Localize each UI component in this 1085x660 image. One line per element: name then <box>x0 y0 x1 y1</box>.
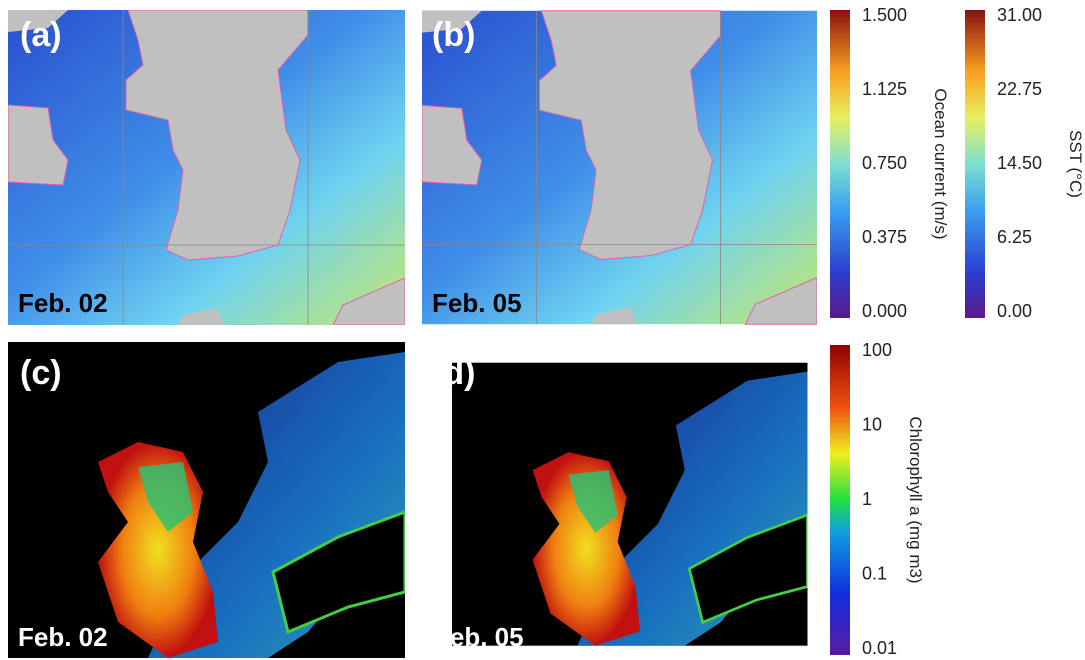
colorbar-tick-label: 22.75 <box>997 79 1042 99</box>
figure: (a) Feb. 02 (b) Feb. 05 (c) Feb. 02 (d) … <box>0 0 1085 660</box>
map-panel <box>452 363 808 646</box>
panel-date: Feb. 05 <box>432 288 522 318</box>
colorbar <box>830 345 850 655</box>
colorbar-tick-label: 100 <box>862 340 892 360</box>
panel-date: Feb. 02 <box>18 288 108 318</box>
panel-label: (b) <box>432 16 475 54</box>
colorbar-tick-label: 6.25 <box>997 227 1032 247</box>
colorbar-tick-label: 0.750 <box>862 153 907 173</box>
colorbars: 1.500 1.125 0.750 0.375 0.000 Ocean current (… <box>830 5 1085 658</box>
panel-label: (a) <box>20 16 62 54</box>
colorbar-tick-label: 0.1 <box>862 563 887 583</box>
panel-date: Feb. 02 <box>18 622 108 652</box>
colorbar-tick-label: 0.01 <box>862 638 897 658</box>
colorbar-tick-label: 14.50 <box>997 153 1042 173</box>
colorbar-tick-label: 0.00 <box>997 301 1032 321</box>
map-panel <box>8 10 405 325</box>
colorbar-tick-label: 1 <box>862 489 872 509</box>
colorbar <box>965 10 985 318</box>
panel-date: Feb. 05 <box>434 622 524 652</box>
colorbar-tick-label: 1.125 <box>862 79 907 99</box>
panel-label: (c) <box>20 354 62 392</box>
colorbar <box>830 10 850 318</box>
colorbar-tick-label: 0.000 <box>862 301 907 321</box>
colorbar-tick-label: 10 <box>862 414 882 434</box>
colorbar-tick-label: 1.500 <box>862 5 907 25</box>
map-panel <box>8 342 405 658</box>
colorbar-tick-label: 31.00 <box>997 5 1042 25</box>
panel-label: (d) <box>432 354 475 392</box>
map-panel <box>422 11 817 324</box>
colorbar-title: Chlorophyll a (mg m3) <box>906 416 925 583</box>
colorbar-title: SST (°C) <box>1066 130 1085 198</box>
colorbar-tick-label: 0.375 <box>862 227 907 247</box>
colorbar-title: Ocean current (m/s) <box>931 88 950 239</box>
